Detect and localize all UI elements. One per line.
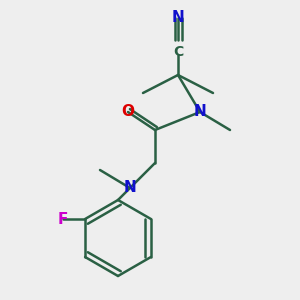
Text: O: O xyxy=(122,104,134,119)
Text: N: N xyxy=(194,104,206,119)
Text: N: N xyxy=(124,181,136,196)
Text: F: F xyxy=(58,212,68,226)
Text: N: N xyxy=(172,11,184,26)
Text: C: C xyxy=(173,45,183,59)
